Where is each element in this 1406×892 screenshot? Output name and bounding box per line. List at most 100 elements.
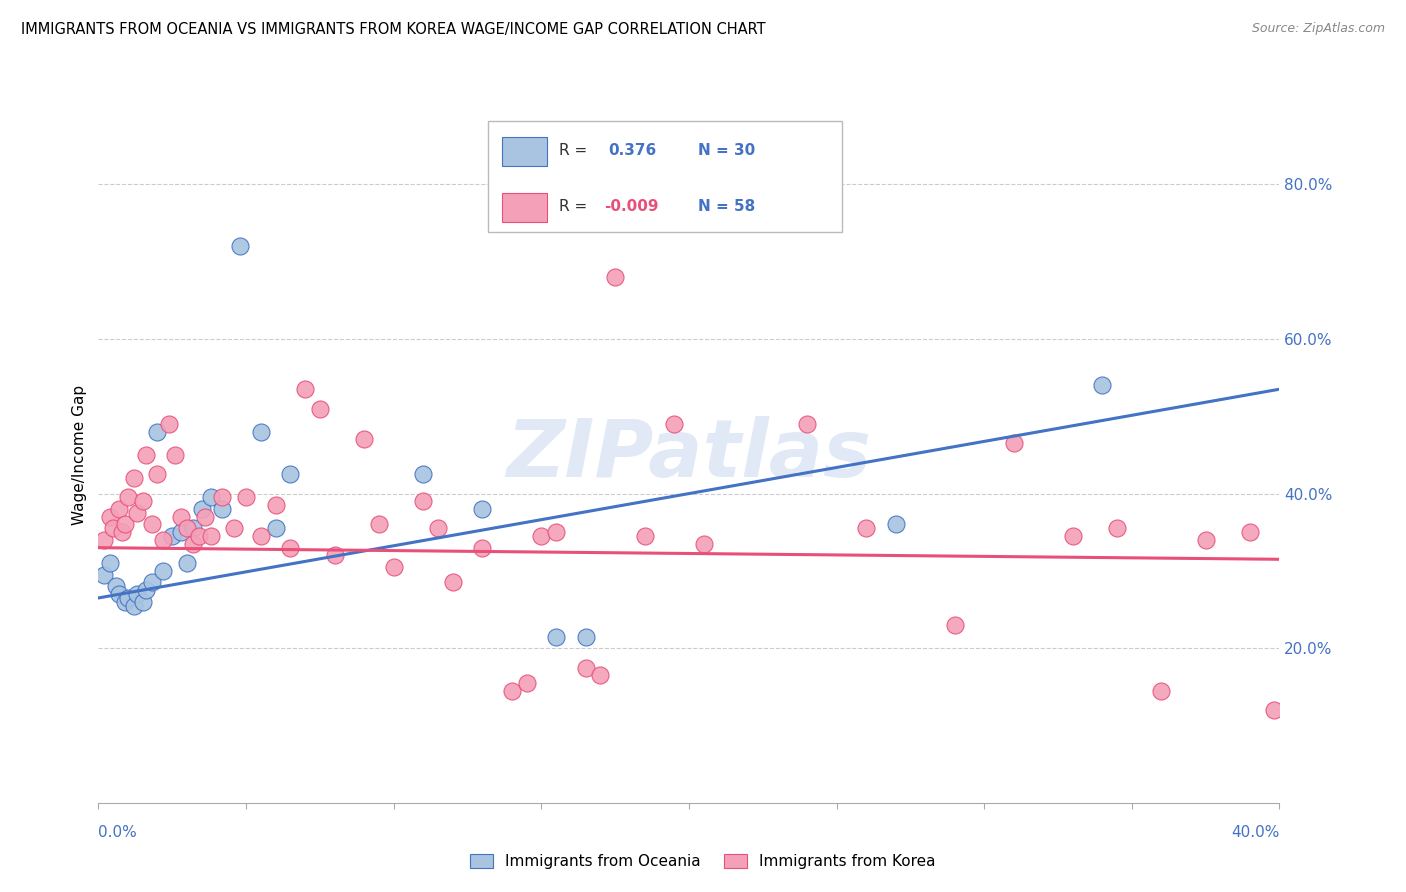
Point <box>1105 521 1128 535</box>
Point <box>211 502 233 516</box>
Point <box>132 494 155 508</box>
Point <box>105 579 128 593</box>
Bar <box>502 193 547 222</box>
Point <box>1062 529 1084 543</box>
Point <box>114 517 136 532</box>
Point <box>125 506 148 520</box>
Point <box>93 533 115 547</box>
Point <box>176 521 198 535</box>
Point <box>187 529 209 543</box>
Point <box>382 560 405 574</box>
Point <box>605 270 627 285</box>
Point <box>796 417 818 431</box>
Point <box>1263 703 1285 717</box>
Point <box>1239 525 1261 540</box>
Point <box>250 529 273 543</box>
Point <box>294 382 316 396</box>
Point <box>211 491 233 505</box>
Point <box>1091 378 1114 392</box>
Point <box>224 521 246 535</box>
Text: R =: R = <box>560 144 588 159</box>
Point <box>278 541 302 555</box>
Point <box>132 595 155 609</box>
Point <box>229 239 252 253</box>
Point <box>264 498 287 512</box>
Point <box>93 567 115 582</box>
Point <box>152 533 174 547</box>
Point <box>141 575 163 590</box>
Point <box>589 668 612 682</box>
Point <box>146 425 169 439</box>
Point <box>162 529 183 543</box>
Point <box>412 494 434 508</box>
Point <box>546 525 568 540</box>
Legend: Immigrants from Oceania, Immigrants from Korea: Immigrants from Oceania, Immigrants from… <box>464 848 942 875</box>
Point <box>693 537 716 551</box>
Point <box>117 591 139 605</box>
Point <box>501 683 523 698</box>
Point <box>278 467 302 482</box>
Point <box>353 433 375 447</box>
Point <box>855 521 877 535</box>
Point <box>122 471 145 485</box>
Text: N = 58: N = 58 <box>699 199 755 214</box>
Text: 0.0%: 0.0% <box>98 825 138 840</box>
Point <box>264 521 287 535</box>
Text: IMMIGRANTS FROM OCEANIA VS IMMIGRANTS FROM KOREA WAGE/INCOME GAP CORRELATION CHA: IMMIGRANTS FROM OCEANIA VS IMMIGRANTS FR… <box>21 22 766 37</box>
Point <box>103 521 125 535</box>
Text: R =: R = <box>560 199 588 214</box>
Text: 40.0%: 40.0% <box>1232 825 1279 840</box>
Point <box>165 448 187 462</box>
Point <box>170 509 193 524</box>
Point <box>146 467 169 482</box>
Point <box>546 630 568 644</box>
Point <box>194 509 217 524</box>
Point <box>176 556 198 570</box>
Point <box>122 599 145 613</box>
Point <box>884 517 907 532</box>
Point <box>135 448 157 462</box>
Point <box>152 564 174 578</box>
Point <box>250 425 273 439</box>
Point <box>191 502 214 516</box>
Point <box>943 618 966 632</box>
Point <box>574 630 596 644</box>
Point <box>117 491 139 505</box>
Point <box>200 491 222 505</box>
Point <box>141 517 163 532</box>
Point <box>412 467 434 482</box>
Point <box>170 525 193 540</box>
Text: -0.009: -0.009 <box>605 199 658 214</box>
Text: Source: ZipAtlas.com: Source: ZipAtlas.com <box>1251 22 1385 36</box>
Point <box>471 502 494 516</box>
Text: N = 30: N = 30 <box>699 144 755 159</box>
Point <box>98 509 121 524</box>
Point <box>664 417 686 431</box>
Point <box>108 502 131 516</box>
Point <box>98 556 121 570</box>
Point <box>427 521 450 535</box>
FancyBboxPatch shape <box>488 121 842 232</box>
Point <box>200 529 222 543</box>
Point <box>135 583 157 598</box>
Point <box>108 587 131 601</box>
Point <box>157 417 180 431</box>
Point <box>515 676 537 690</box>
Point <box>1150 683 1173 698</box>
Point <box>114 595 136 609</box>
Point <box>181 521 204 535</box>
Text: ZIPatlas: ZIPatlas <box>506 416 872 494</box>
Point <box>1195 533 1218 547</box>
Text: 0.376: 0.376 <box>609 144 657 159</box>
Point <box>1002 436 1025 450</box>
Point <box>574 660 596 674</box>
Point <box>111 525 134 540</box>
Y-axis label: Wage/Income Gap: Wage/Income Gap <box>72 384 87 525</box>
Point <box>181 537 204 551</box>
Point <box>323 549 346 563</box>
Point <box>633 529 655 543</box>
Point <box>235 491 257 505</box>
Point <box>125 587 148 601</box>
Point <box>530 529 553 543</box>
Bar <box>502 137 547 166</box>
